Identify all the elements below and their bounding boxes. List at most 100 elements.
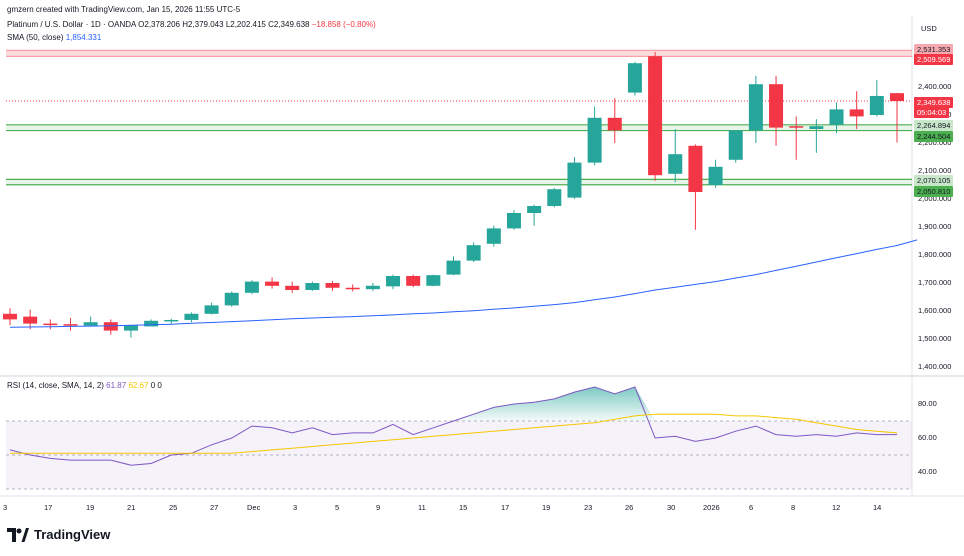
candle-body bbox=[607, 117, 622, 131]
candle-body bbox=[769, 84, 784, 128]
candle-body bbox=[3, 313, 17, 320]
resistance-tag-1: 2,531.353 bbox=[914, 44, 954, 55]
time-tick-label: 17 bbox=[501, 503, 510, 512]
time-tick-label: 3 bbox=[293, 503, 298, 512]
candle-body bbox=[285, 285, 300, 290]
time-tick-label: 19 bbox=[542, 503, 551, 512]
candle-body bbox=[23, 316, 38, 324]
candle-body bbox=[829, 109, 844, 125]
rsi-tick-label: 40.00 bbox=[918, 467, 937, 476]
candle-body bbox=[204, 305, 219, 314]
zone1-tag-a: 2,264.894 bbox=[914, 120, 954, 131]
open-value: O2,378.206 bbox=[138, 20, 180, 29]
candle-body bbox=[728, 130, 743, 160]
tradingview-logo[interactable]: TradingView bbox=[7, 527, 110, 542]
time-tick-label: 2026 bbox=[703, 503, 720, 512]
currency-label[interactable]: USD bbox=[921, 24, 937, 33]
created-by-text: gmzern created with TradingView.com, Jan… bbox=[7, 5, 241, 14]
candle-body bbox=[184, 313, 199, 320]
candle-body bbox=[144, 320, 159, 327]
candle-body bbox=[426, 275, 441, 286]
candle-body bbox=[365, 285, 380, 290]
price-tick-label: 1,800.000 bbox=[918, 250, 952, 259]
time-tick-label: 14 bbox=[873, 503, 882, 512]
time-tick-label: 8 bbox=[791, 503, 796, 512]
candle-body bbox=[164, 319, 179, 322]
rsi-legend[interactable]: RSI (14, close, SMA, 14, 2) 61.87 62.67 … bbox=[7, 381, 162, 390]
close-value: C2,349.638 bbox=[268, 20, 310, 29]
rsi-ma-line bbox=[10, 413, 898, 454]
price-tick-label: 1,600.000 bbox=[918, 306, 952, 315]
candle-body bbox=[386, 276, 401, 287]
rsi-extra-values: 0 0 bbox=[150, 381, 162, 390]
candle-body bbox=[123, 325, 138, 331]
sma-legend[interactable]: SMA (50, close) 1,854.331 bbox=[7, 33, 101, 42]
rsi-label: RSI (14, close, SMA, 14, 2) bbox=[7, 381, 104, 390]
candle-body bbox=[83, 322, 98, 326]
zone2-tag-b: 2,050.810 bbox=[914, 186, 954, 197]
candle-body bbox=[486, 228, 501, 244]
rsi-ma-value: 62.67 bbox=[128, 381, 149, 390]
candle-body bbox=[668, 154, 683, 174]
zone2-band bbox=[6, 179, 912, 185]
time-tick-label: 21 bbox=[127, 503, 136, 512]
candle-body bbox=[244, 281, 259, 293]
candle-body bbox=[224, 292, 239, 306]
zone2-tag-a: 2,070.105 bbox=[914, 175, 954, 186]
sma-line bbox=[9, 239, 918, 328]
sma-label: SMA (50, close) bbox=[7, 33, 64, 42]
time-tick-label: 23 bbox=[584, 503, 593, 512]
candle-body bbox=[103, 322, 118, 331]
symbol-name[interactable]: Platinum / U.S. Dollar · 1D · OANDA bbox=[7, 20, 136, 29]
price-tick-label: 1,500.000 bbox=[918, 334, 952, 343]
time-tick-label: 11 bbox=[418, 503, 426, 512]
candle-body bbox=[527, 206, 542, 213]
candle-body bbox=[506, 213, 521, 229]
candle-body bbox=[890, 93, 904, 101]
sma-value: 1,854.331 bbox=[65, 33, 102, 42]
candle-body bbox=[587, 117, 602, 163]
rsi-overbought-fill bbox=[433, 387, 656, 421]
candle-body bbox=[325, 283, 340, 288]
time-tick-label: 17 bbox=[44, 503, 53, 512]
price-tick-label: 1,700.000 bbox=[918, 278, 952, 287]
candle-body bbox=[446, 260, 461, 275]
candle-body bbox=[466, 245, 481, 261]
created-by-line: gmzern created with TradingView.com, Jan… bbox=[7, 5, 240, 14]
resistance-zone bbox=[6, 50, 912, 57]
candle-body bbox=[43, 323, 58, 326]
zone1-tag-b: 2,244.504 bbox=[914, 131, 954, 142]
price-tick-label: 2,100.000 bbox=[918, 166, 952, 175]
time-tick-label: 6 bbox=[749, 503, 754, 512]
price-tick-label: 2,000.000 bbox=[918, 194, 952, 203]
change-value: −18.858 (−0.80%) bbox=[311, 20, 376, 29]
symbol-line: Platinum / U.S. Dollar · 1D · OANDA O2,3… bbox=[7, 20, 376, 29]
time-tick-label: 9 bbox=[376, 503, 381, 512]
time-tick-label: 30 bbox=[667, 503, 676, 512]
candle-body bbox=[648, 56, 663, 176]
rsi-tick-label: 60.00 bbox=[918, 433, 937, 442]
time-tick-label: Dec bbox=[247, 503, 261, 512]
tradingview-logo-icon bbox=[7, 527, 29, 542]
zone1-band bbox=[6, 124, 912, 131]
price-tick-label: 2,400.000 bbox=[918, 82, 952, 91]
candle-body bbox=[305, 283, 320, 290]
time-tick-label: 12 bbox=[832, 503, 841, 512]
candle-body bbox=[869, 95, 884, 115]
rsi-tick-label: 80.00 bbox=[918, 399, 937, 408]
time-tick-label: 5 bbox=[335, 503, 340, 512]
time-tick-label: 26 bbox=[625, 503, 634, 512]
current-price-tag: 2,349.638 bbox=[914, 97, 954, 108]
countdown-tag: 05:04:03 bbox=[914, 107, 950, 118]
candle-body bbox=[547, 189, 562, 206]
low-value: L2,202.415 bbox=[225, 20, 266, 29]
candle-body bbox=[63, 324, 78, 326]
price-tick-label: 1,900.000 bbox=[918, 222, 952, 231]
candle-body bbox=[748, 84, 763, 131]
candle-body bbox=[708, 166, 723, 185]
candle-body bbox=[809, 126, 824, 129]
high-value: H2,379.043 bbox=[182, 20, 224, 29]
rsi-value: 61.87 bbox=[106, 381, 127, 390]
candle-body bbox=[789, 126, 804, 128]
